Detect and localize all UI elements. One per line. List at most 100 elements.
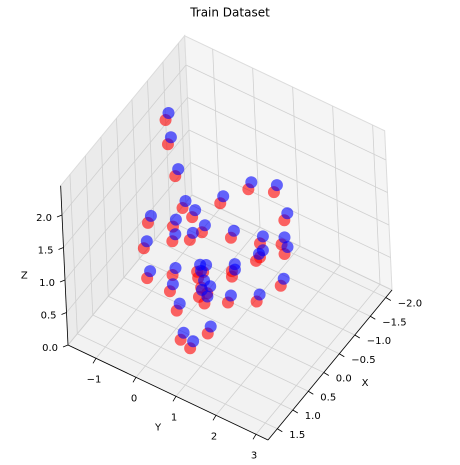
grid-line <box>66 162 191 313</box>
point <box>253 247 265 260</box>
z-axis-label: Z <box>21 270 28 281</box>
grid-line <box>175 246 301 397</box>
tick-mark <box>132 377 137 383</box>
point <box>164 131 177 144</box>
point <box>281 240 294 253</box>
point <box>224 289 237 302</box>
point <box>198 219 211 232</box>
point <box>270 179 283 192</box>
grid-line <box>77 333 278 430</box>
grid-line <box>131 99 140 259</box>
point <box>140 235 153 248</box>
point <box>204 280 217 293</box>
x-tick-label: −1.0 <box>367 336 391 347</box>
tick-mark <box>292 409 299 414</box>
z-tick-label: 1.5 <box>38 246 54 257</box>
grid-line <box>178 43 187 203</box>
grid-line <box>252 68 261 228</box>
point <box>281 207 294 220</box>
tick-mark <box>385 297 392 301</box>
z-tick-label: 0.5 <box>41 311 57 322</box>
point <box>228 263 241 276</box>
point <box>173 297 186 310</box>
grid-line <box>332 106 341 266</box>
point <box>245 176 258 189</box>
grid-line <box>64 129 190 281</box>
tick-mark <box>56 214 63 218</box>
point <box>278 231 291 244</box>
point <box>144 265 157 278</box>
tick-mark <box>339 353 345 358</box>
y-tick-label: 0 <box>131 393 137 404</box>
tick-mark <box>277 428 283 433</box>
x-tick-label: −2.0 <box>398 299 422 310</box>
point <box>177 326 190 339</box>
point <box>166 278 179 291</box>
point <box>169 228 182 241</box>
x-tick-label: −1.5 <box>382 317 406 328</box>
y-tick-label: 2 <box>211 431 217 442</box>
grid-line <box>191 194 393 291</box>
grid-line <box>185 64 387 161</box>
y-axis-label: Y <box>154 423 162 434</box>
tick-mark <box>252 434 257 440</box>
grid-line <box>292 87 301 247</box>
grid-line <box>92 314 293 411</box>
grid-line <box>187 97 388 193</box>
tick-mark <box>61 312 67 315</box>
grid-line <box>215 265 341 416</box>
point <box>162 107 175 119</box>
point <box>204 320 217 333</box>
point <box>187 335 200 348</box>
tick-mark <box>62 344 69 348</box>
axis-line <box>267 289 393 441</box>
tick-mark <box>172 396 177 402</box>
point <box>217 190 230 203</box>
axis-line <box>67 344 269 441</box>
grid-line <box>100 136 109 297</box>
z-tick-label: 0.0 <box>42 343 58 354</box>
x-tick-label: −0.5 <box>351 355 375 366</box>
tick-mark <box>212 415 217 421</box>
z-tick-label: 2.0 <box>36 213 52 224</box>
grid-line <box>61 64 187 216</box>
grid-line <box>69 174 78 334</box>
grid-line <box>116 118 125 278</box>
y-tick-label: 1 <box>171 412 177 423</box>
point <box>179 195 192 207</box>
point <box>172 163 185 176</box>
tick-mark <box>59 279 66 283</box>
grid-line <box>108 295 309 392</box>
axis-line <box>60 185 69 346</box>
y-tick-label: 3 <box>251 450 257 461</box>
x-tick-label: 0.0 <box>336 374 352 385</box>
point <box>186 226 199 239</box>
chart-title: Train Dataset <box>189 6 270 20</box>
point <box>277 272 290 285</box>
point <box>189 204 202 217</box>
point <box>169 262 182 274</box>
point <box>169 213 182 226</box>
tick-mark <box>58 247 64 250</box>
x-axis-label: X <box>362 378 369 389</box>
point <box>195 264 208 277</box>
x-tick-label: 0.5 <box>320 392 336 403</box>
grid-line <box>154 239 355 336</box>
point <box>256 230 269 243</box>
grid-line <box>255 284 381 435</box>
point <box>144 209 157 222</box>
grid-line <box>372 125 381 285</box>
point <box>227 224 240 237</box>
x-tick-label: 1.0 <box>305 411 321 422</box>
grid-line <box>123 277 324 373</box>
tick-mark <box>92 358 97 364</box>
grid-line <box>212 49 221 209</box>
z-tick-label: 1.0 <box>39 278 55 289</box>
y-tick-label: −1 <box>87 374 102 385</box>
grid-line <box>85 155 94 316</box>
tick-mark <box>370 315 376 320</box>
x-tick-label: 1.5 <box>289 430 305 441</box>
tick-mark <box>308 390 314 395</box>
tick-mark <box>354 334 361 339</box>
